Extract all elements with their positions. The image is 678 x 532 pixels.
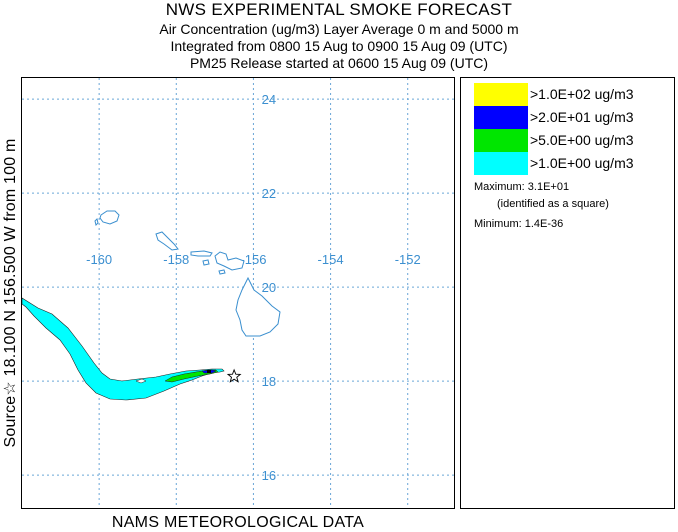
- map-canvas: -160 -158 -156 -154 -152 24 22 20 18 16: [22, 78, 454, 508]
- source-location-label: Source☆ 18.100 N 156.500 W from 100 m: [2, 138, 19, 448]
- graticule: -160 -158 -156 -154 -152 24 22 20 18 16: [22, 78, 454, 508]
- plume-hole: [135, 378, 147, 384]
- island-molokai: [190, 250, 213, 257]
- minimum-value: Minimum: 1.4E-36: [474, 218, 564, 230]
- island-hawaii: [235, 276, 281, 337]
- release-info: PM25 Release started at 0600 15 Aug 09 (…: [189, 55, 489, 71]
- lon-tick-label: -160: [86, 252, 112, 267]
- island-lanai: [202, 259, 210, 266]
- lon-tick-label: -158: [163, 252, 189, 267]
- legend-swatch: [474, 106, 528, 129]
- legend-swatch: [474, 83, 528, 106]
- maximum-note: (identified as a square): [497, 198, 609, 210]
- lat-tick-label: 22: [262, 186, 276, 201]
- concentration-subtitle: Air Concentration (ug/m3) Layer Average …: [159, 21, 519, 37]
- lon-tick-label: -156: [240, 252, 266, 267]
- smoke-map: -160 -158 -156 -154 -152 24 22 20 18 16: [21, 77, 455, 509]
- island-maui: [214, 251, 245, 271]
- legend-panel: >1.0E+02 ug/m3 >2.0E+01 ug/m3 >5.0E+00 u…: [460, 77, 675, 509]
- legend-label: >5.0E+00 ug/m3: [530, 132, 634, 148]
- lon-tick-label: -152: [395, 252, 421, 267]
- lat-tick-label: 18: [262, 374, 276, 389]
- hawaii-coastlines: [94, 210, 281, 337]
- maximum-value: Maximum: 3.1E+01: [474, 181, 570, 193]
- met-data-label: NAMS METEOROLOGICAL DATA: [111, 514, 365, 531]
- plume-1e00: [22, 297, 225, 401]
- island-kauai: [99, 210, 120, 225]
- lat-tick-label: 24: [262, 92, 276, 107]
- island-oahu: [155, 231, 179, 251]
- island-niihau: [94, 218, 99, 226]
- integration-period: Integrated from 0800 15 Aug to 0900 15 A…: [170, 38, 508, 54]
- lat-tick-label: 20: [262, 280, 276, 295]
- legend-label: >2.0E+01 ug/m3: [530, 109, 634, 125]
- lat-tick-label: 16: [262, 468, 276, 483]
- legend-label: >1.0E+00 ug/m3: [530, 155, 634, 171]
- legend-swatch: [474, 129, 528, 152]
- legend-label: >1.0E+02 ug/m3: [530, 86, 634, 102]
- forecast-title: NWS EXPERIMENTAL SMOKE FORECAST: [165, 0, 513, 19]
- star-icon: [226, 368, 242, 383]
- legend-swatch: [474, 152, 528, 175]
- island-kahoolawe: [218, 269, 226, 275]
- lon-tick-label: -154: [318, 252, 344, 267]
- maximum-square: [207, 370, 211, 373]
